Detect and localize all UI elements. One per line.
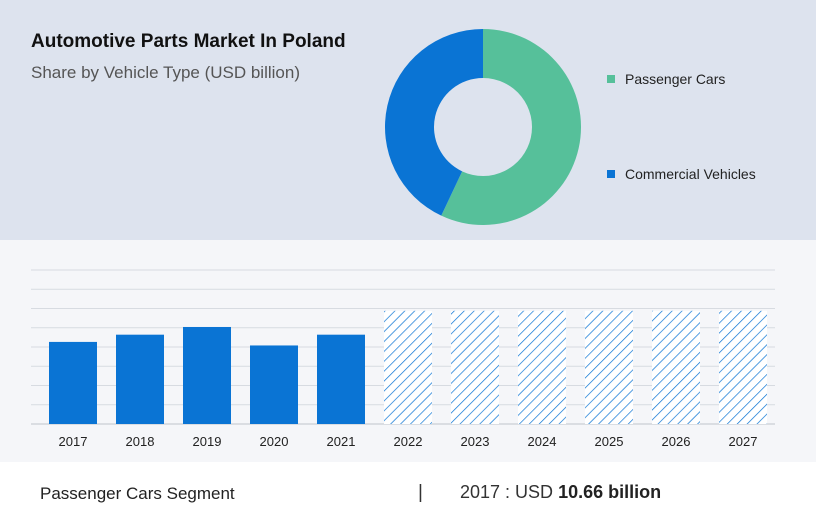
x-tick-label: 2027: [729, 434, 758, 449]
donut-chart: [385, 29, 581, 225]
x-tick-label: 2026: [662, 434, 691, 449]
forecast-bar-2023: [451, 310, 499, 424]
bar-chart: 2017 2018 2019 2020 2021 2022 2023 2024 2025 2026…: [31, 269, 775, 449]
donut-slice-passenger-cars: [441, 29, 581, 225]
bar-2019: [183, 326, 231, 424]
bar-2020: [250, 345, 298, 424]
summary-panel: Automotive Parts Market In Poland Share …: [0, 0, 816, 240]
footer-bar: Passenger Cars Segment | 2017 : USD 10.6…: [0, 462, 816, 528]
stat-prefix: 2017 : USD: [460, 482, 554, 502]
x-tick-label: 2018: [126, 434, 155, 449]
divider: |: [418, 482, 423, 503]
forecast-bar-2026: [652, 310, 700, 424]
forecast-bar-2022: [384, 310, 432, 424]
forecast-bar-2024: [518, 310, 566, 424]
x-tick-label: 2019: [193, 434, 222, 449]
donut-slice-commercial-vehicles: [385, 29, 483, 216]
x-tick-label: 2023: [461, 434, 490, 449]
legend-item-passenger-cars: Passenger Cars: [607, 71, 725, 87]
chart-subtitle: Share by Vehicle Type (USD billion): [31, 63, 300, 82]
x-tick-label: 2021: [327, 434, 356, 449]
x-tick-label: 2024: [528, 434, 557, 449]
legend-label: Passenger Cars: [625, 71, 726, 87]
bar-2018: [116, 334, 164, 424]
chart-title: Automotive Parts Market In Poland: [31, 31, 346, 52]
legend-label: Commercial Vehicles: [625, 166, 756, 182]
x-tick-label: 2020: [260, 434, 289, 449]
forecast-bar-2027: [719, 310, 767, 424]
legend-swatch: [607, 75, 615, 84]
segment-label: Passenger Cars Segment: [40, 484, 235, 503]
segment-stat: 2017 : USD 10.66 billion: [460, 482, 661, 503]
bar-2021: [317, 334, 365, 424]
legend-item-commercial-vehicles: Commercial Vehicles: [607, 166, 756, 182]
x-tick-label: 2017: [59, 434, 88, 449]
forecast-bar-2025: [585, 310, 633, 424]
x-tick-label: 2025: [595, 434, 624, 449]
x-tick-label: 2022: [394, 434, 423, 449]
legend-swatch: [607, 170, 615, 179]
stat-value: 10.66 billion: [558, 482, 662, 502]
bar-2017: [49, 341, 97, 424]
